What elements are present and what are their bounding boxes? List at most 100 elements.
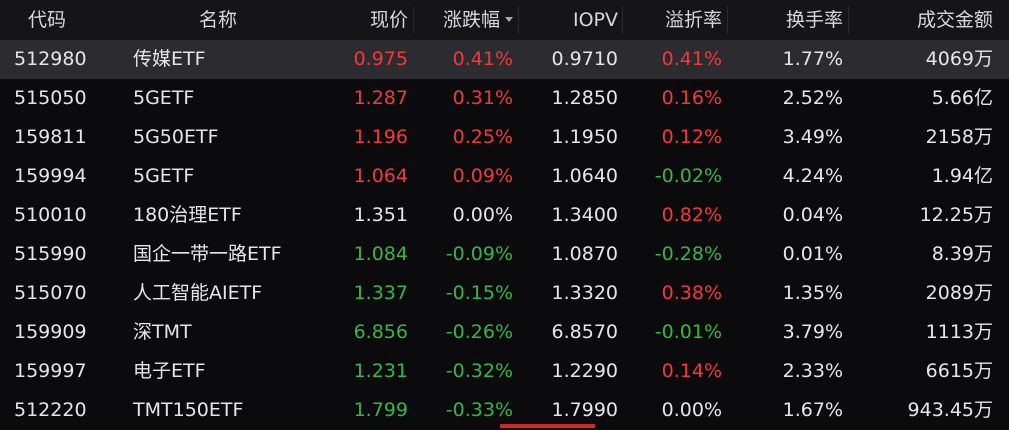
table-cell: 943.45万 [907, 399, 993, 421]
table-cell: 512980 [14, 48, 87, 70]
column-header[interactable]: 代码 [27, 9, 67, 31]
table-cell: -0.28% [654, 243, 722, 265]
table-cell: 0.14% [661, 360, 722, 382]
table-cell: TMT150ETF [133, 399, 244, 421]
table-cell: 1.3320 [551, 282, 618, 304]
table-cell: 0.38% [661, 282, 722, 304]
column-header[interactable]: 成交金额 [916, 9, 993, 31]
header-row: 代码 名称 现价 涨跌幅 IOPV 溢折率 换手率 成交金额 [0, 0, 1009, 40]
table-cell: 1.0870 [551, 243, 618, 265]
table-cell: 3.79% [782, 321, 843, 343]
table-cell: 5.66亿 [931, 87, 993, 109]
table-cell: 0.16% [661, 87, 722, 109]
table-cell: 4069万 [925, 48, 993, 70]
table-cell: 1.231 [353, 360, 408, 382]
table-cell: 510010 [14, 204, 87, 226]
column-divider [413, 6, 414, 34]
table-cell: 515050 [14, 87, 87, 109]
table-row[interactable]: 515050 5GETF 1.287 0.31% 1.2850 0.16% 2.52% 5.6… [0, 79, 1009, 118]
table-cell: 0.09% [452, 165, 513, 187]
table-cell: 6.856 [353, 321, 408, 343]
table-cell: 1.064 [353, 165, 408, 187]
table-cell: -0.32% [445, 360, 513, 382]
table-cell: 159997 [14, 360, 87, 382]
column-header[interactable]: 换手率 [785, 9, 843, 31]
column-header[interactable]: 名称 [198, 9, 238, 31]
table-cell: 1.67% [782, 399, 843, 421]
table-cell: 159909 [14, 321, 87, 343]
column-header[interactable]: 溢折率 [664, 9, 722, 31]
table-cell: 0.00% [661, 399, 722, 421]
table-cell: 0.12% [661, 126, 722, 148]
table-cell: 180治理ETF [133, 204, 242, 226]
table-cell: 159811 [14, 126, 87, 148]
table-cell: 6615万 [925, 360, 993, 382]
table-cell: 人工智能AIETF [133, 282, 263, 304]
table-cell: 0.82% [661, 204, 722, 226]
table-cell: 1.7990 [551, 399, 618, 421]
column-divider [727, 6, 728, 34]
table-cell: 159994 [14, 165, 87, 187]
table-cell: -0.01% [654, 321, 722, 343]
table-cell: 1.084 [353, 243, 408, 265]
table-row[interactable]: 159811 5G50ETF 1.196 0.25% 1.1950 0.12% 3.49% 2… [0, 118, 1009, 157]
scroll-indicator [500, 424, 595, 428]
table-cell: 1.337 [353, 282, 408, 304]
table-row[interactable]: 515990 国企一带一路ETF 1.084 -0.09% 1.0870 -0.28% 0.… [0, 235, 1009, 274]
table-cell: 6.8570 [551, 321, 618, 343]
table-cell: 2.52% [782, 87, 843, 109]
table-row[interactable]: 159994 5GETF 1.064 0.09% 1.0640 -0.02% 4.24% 1.… [0, 157, 1009, 196]
table-row[interactable]: 510010 180治理ETF 1.351 0.00% 1.3400 0.82% 0.04%… [0, 196, 1009, 235]
table-cell: 5GETF [133, 165, 195, 187]
table-cell: 5G50ETF [133, 126, 219, 148]
table-row[interactable]: 159909 深TMT 6.856 -0.26% 6.8570 -0.01% 3.79% 11… [0, 313, 1009, 352]
table-cell: 1.351 [353, 204, 408, 226]
table-cell: 1.77% [782, 48, 843, 70]
table-cell: 1.35% [782, 282, 843, 304]
table-cell: 1.799 [353, 399, 408, 421]
table-cell: 512220 [14, 399, 87, 421]
column-header[interactable]: 涨跌幅 [442, 9, 500, 31]
table-cell: 0.9710 [551, 48, 618, 70]
table-cell: 12.25万 [919, 204, 993, 226]
table-cell: 1.2850 [551, 87, 618, 109]
table-cell: 国企一带一路ETF [133, 243, 282, 265]
column-divider [848, 6, 849, 34]
table-cell: 0.31% [452, 87, 513, 109]
table-cell: 0.04% [782, 204, 843, 226]
table-cell: 0.41% [452, 48, 513, 70]
table-cell: 1.287 [353, 87, 408, 109]
table-cell: 0.01% [782, 243, 843, 265]
table-cell: -0.33% [445, 399, 513, 421]
table-cell: 2089万 [925, 282, 993, 304]
table-cell: 电子ETF [133, 360, 206, 382]
table-cell: 1.2290 [551, 360, 618, 382]
sort-indicator[interactable] [505, 17, 513, 22]
column-header[interactable]: 现价 [369, 9, 408, 31]
column-header[interactable]: IOPV [572, 9, 618, 31]
table-cell: 4.24% [782, 165, 843, 187]
table-cell: -0.09% [445, 243, 513, 265]
table-cell: 1.0640 [551, 165, 618, 187]
table-row[interactable]: 159997 电子ETF 1.231 -0.32% 1.2290 0.14% 2.33% 66… [0, 352, 1009, 391]
table-cell: 515070 [14, 282, 87, 304]
table-cell: 3.49% [782, 126, 843, 148]
table-row[interactable]: 512220 TMT150ETF 1.799 -0.33% 1.7990 0.00% 1.6… [0, 391, 1009, 430]
table-cell: -0.26% [445, 321, 513, 343]
table-cell: 8.39万 [931, 243, 993, 265]
table-cell: 515990 [14, 243, 87, 265]
table-cell: 传媒ETF [133, 48, 206, 70]
table-cell: 1.196 [353, 126, 408, 148]
table-row[interactable]: 515070 人工智能AIETF 1.337 -0.15% 1.3320 0.38% 1.3… [0, 274, 1009, 313]
table-cell: 1.3400 [551, 204, 618, 226]
table-cell: 2158万 [925, 126, 993, 148]
table-cell: 2.33% [782, 360, 843, 382]
table-cell: 0.00% [452, 204, 513, 226]
table-cell: -0.02% [654, 165, 722, 187]
table-row[interactable]: 512980 传媒ETF 0.975 0.41% 0.9710 0.41% 1.77% 406… [0, 40, 1009, 79]
column-divider [622, 6, 623, 34]
table-cell: 1.1950 [551, 126, 618, 148]
table-cell: -0.15% [445, 282, 513, 304]
